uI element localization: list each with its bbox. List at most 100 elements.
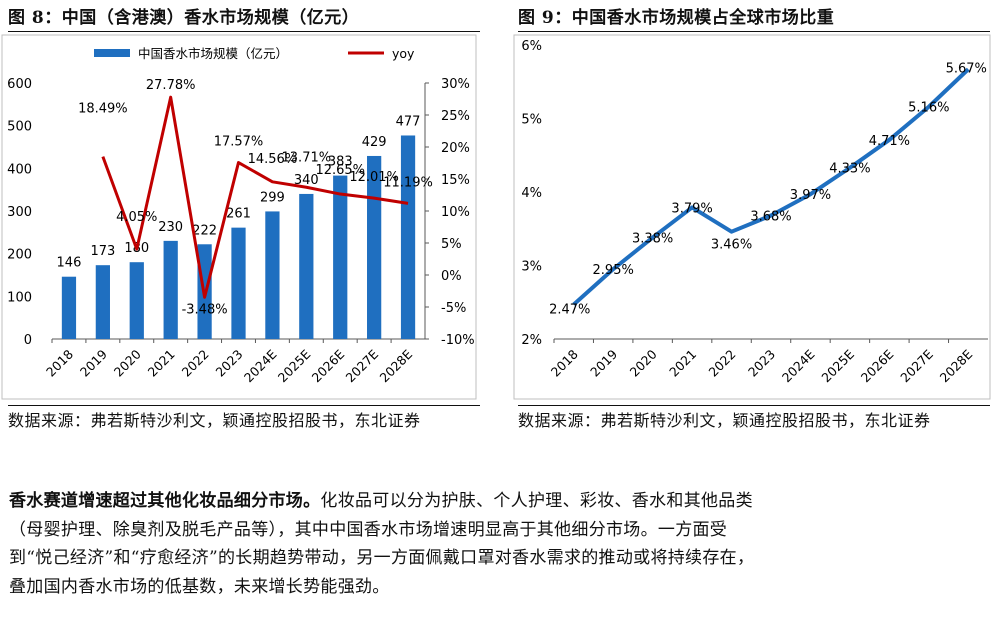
right-chart-source: 数据来源：弗若斯特沙利文，颖通控股招股书，东北证券 (518, 411, 931, 430)
share-x-tick-label: 2028E (937, 346, 976, 385)
share-label: 3.79% (671, 201, 712, 216)
share-x-tick-label: 2020 (627, 346, 660, 379)
share-x-tick-label: 2025E (818, 346, 857, 385)
right-y-tick-label: -10% (441, 333, 475, 348)
market-size-bar (367, 155, 382, 339)
market-size-bars (61, 135, 416, 339)
left-x-tick-label: 2021 (145, 347, 178, 380)
market-size-bar-label: 340 (294, 173, 319, 188)
market-size-bar (299, 193, 314, 339)
market-size-bar-label: 299 (260, 190, 285, 205)
share-label: 4.33% (829, 162, 870, 177)
yoy-label: 27.78% (146, 78, 196, 93)
left-y-tick-label: 400 (7, 162, 32, 177)
left-x-tick-label: 2026E (309, 346, 348, 385)
market-size-bar-label: 173 (90, 244, 115, 259)
share-labels: 2.47% 2.95% 3.38% 3.79% 3.46% 3.68% 3.97% 4.33%… (549, 61, 987, 317)
left-chart-title: 图 8：中国（含港澳）香水市场规模（亿元） (8, 8, 360, 28)
market-size-chart: 中国香水市场规模（亿元） yoy 0 100 200 300 400 500 600 -10% -… (1, 34, 477, 400)
share-label: 2.95% (593, 263, 634, 278)
market-size-bar-label: 146 (57, 256, 82, 271)
left-x-tick-label: 2022 (179, 347, 212, 380)
right-chart-title: 图 9：中国香水市场规模占全球市场比重 (518, 8, 835, 28)
share-y-tick-label: 6% (521, 39, 542, 54)
yoy-label: 12.01% (349, 170, 399, 185)
left-x-tick-label: 2025E (275, 346, 314, 385)
yoy-label: 4.05% (116, 210, 157, 225)
right-source-rule (518, 405, 990, 406)
left-source-rule (8, 405, 480, 406)
market-size-bar-label: 477 (396, 114, 421, 129)
share-y-tick-label: 3% (521, 260, 542, 275)
yoy-label: 17.57% (214, 135, 264, 150)
share-label: 3.97% (790, 188, 831, 203)
market-size-bar (231, 227, 246, 339)
legend-label-yoy: yoy (392, 46, 415, 61)
left-legend: 中国香水市场规模（亿元） yoy (94, 46, 415, 61)
yoy-label: 11.19% (383, 175, 433, 190)
yoy-label: 14.56% (248, 152, 298, 167)
share-y-tick-label: 2% (521, 333, 542, 348)
yoy-labels: 18.49% 4.05% 27.78% -3.48% 17.57% 14.56%13.71… (78, 78, 433, 317)
legend-label-bar: 中国香水市场规模（亿元） (138, 46, 288, 61)
global-share-chart: 2%3%4%5%6%2018 2019 2020 2021 2022 2023 2024E 2… (513, 34, 991, 400)
market-size-bar (61, 276, 77, 339)
share-x-tick-label: 2022 (706, 347, 739, 380)
share-label: 4.71% (869, 134, 910, 149)
share-line (572, 67, 970, 306)
left-x-tick-label: 2018 (43, 346, 76, 379)
share-label: 5.67% (946, 61, 987, 76)
share-label: 2.47% (549, 302, 590, 317)
market-size-bar-label: 429 (362, 135, 387, 150)
left-x-tick-label: 2019 (77, 346, 110, 379)
left-chart-source: 数据来源：弗若斯特沙利文，颖通控股招股书，东北证券 (8, 411, 421, 430)
right-y-tick-label: 5% (441, 237, 462, 252)
share-x-tick-label: 2021 (666, 347, 699, 380)
share-line-series (572, 67, 970, 306)
market-size-bar (129, 262, 144, 339)
left-y-tick-label: 600 (7, 77, 32, 92)
right-y-tick-label: -5% (441, 301, 466, 316)
market-size-bar-label: 261 (226, 207, 251, 222)
share-label: 3.46% (711, 238, 752, 253)
share-x-tick-label: 2023 (745, 347, 778, 380)
share-x-tick-label: 2027E (897, 346, 936, 385)
right-y-tick-label: 30% (441, 77, 470, 92)
body-paragraph: 香水赛道增速超过其他化妆品细分市场。化妆品可以分为护肤、个人护理、彩妆、香水和其… (9, 487, 769, 601)
share-x-tick-label: 2026E (858, 346, 897, 385)
market-size-bar (265, 211, 280, 339)
right-chart-frame (513, 34, 991, 400)
market-size-bar (95, 265, 110, 339)
market-size-bar (333, 175, 348, 339)
left-y-tick-label: 200 (7, 248, 32, 263)
share-x-tick-label: 2018 (548, 346, 581, 379)
right-title-rule (518, 31, 990, 32)
share-label: 3.68% (750, 210, 791, 225)
left-x-tick-label: 2028E (376, 346, 415, 385)
yoy-line-series (101, 95, 409, 299)
left-y-tick-label: 500 (7, 120, 32, 135)
legend-swatch-bar (94, 49, 130, 57)
share-label: 3.38% (632, 232, 673, 247)
yoy-label: -3.48% (182, 302, 228, 317)
left-chart-frame (1, 34, 477, 400)
left-y-tick-label: 0 (24, 333, 32, 348)
yoy-label: 13.71% (282, 150, 332, 165)
market-size-bar (163, 240, 178, 339)
left-y-tick-label: 300 (7, 205, 32, 220)
left-x-tick-label: 2020 (111, 346, 144, 379)
right-y-tick-label: 25% (441, 109, 470, 124)
left-x-tick-label: 2027E (343, 346, 382, 385)
share-y-tick-label: 4% (521, 186, 542, 201)
yoy-line (101, 95, 409, 299)
market-size-bar (400, 135, 416, 339)
share-x-tick-label: 2024E (779, 346, 818, 385)
right-y-tick-label: 15% (441, 173, 470, 188)
paragraph-lead: 香水赛道增速超过其他化妆品细分市场。 (9, 491, 321, 511)
share-label: 5.16% (908, 101, 949, 116)
left-y-tick-label: 100 (7, 290, 32, 305)
left-title-rule (8, 31, 480, 32)
yoy-label: 18.49% (78, 102, 128, 117)
right-y-tick-label: 0% (441, 269, 462, 284)
right-y-tick-label: 20% (441, 141, 470, 156)
